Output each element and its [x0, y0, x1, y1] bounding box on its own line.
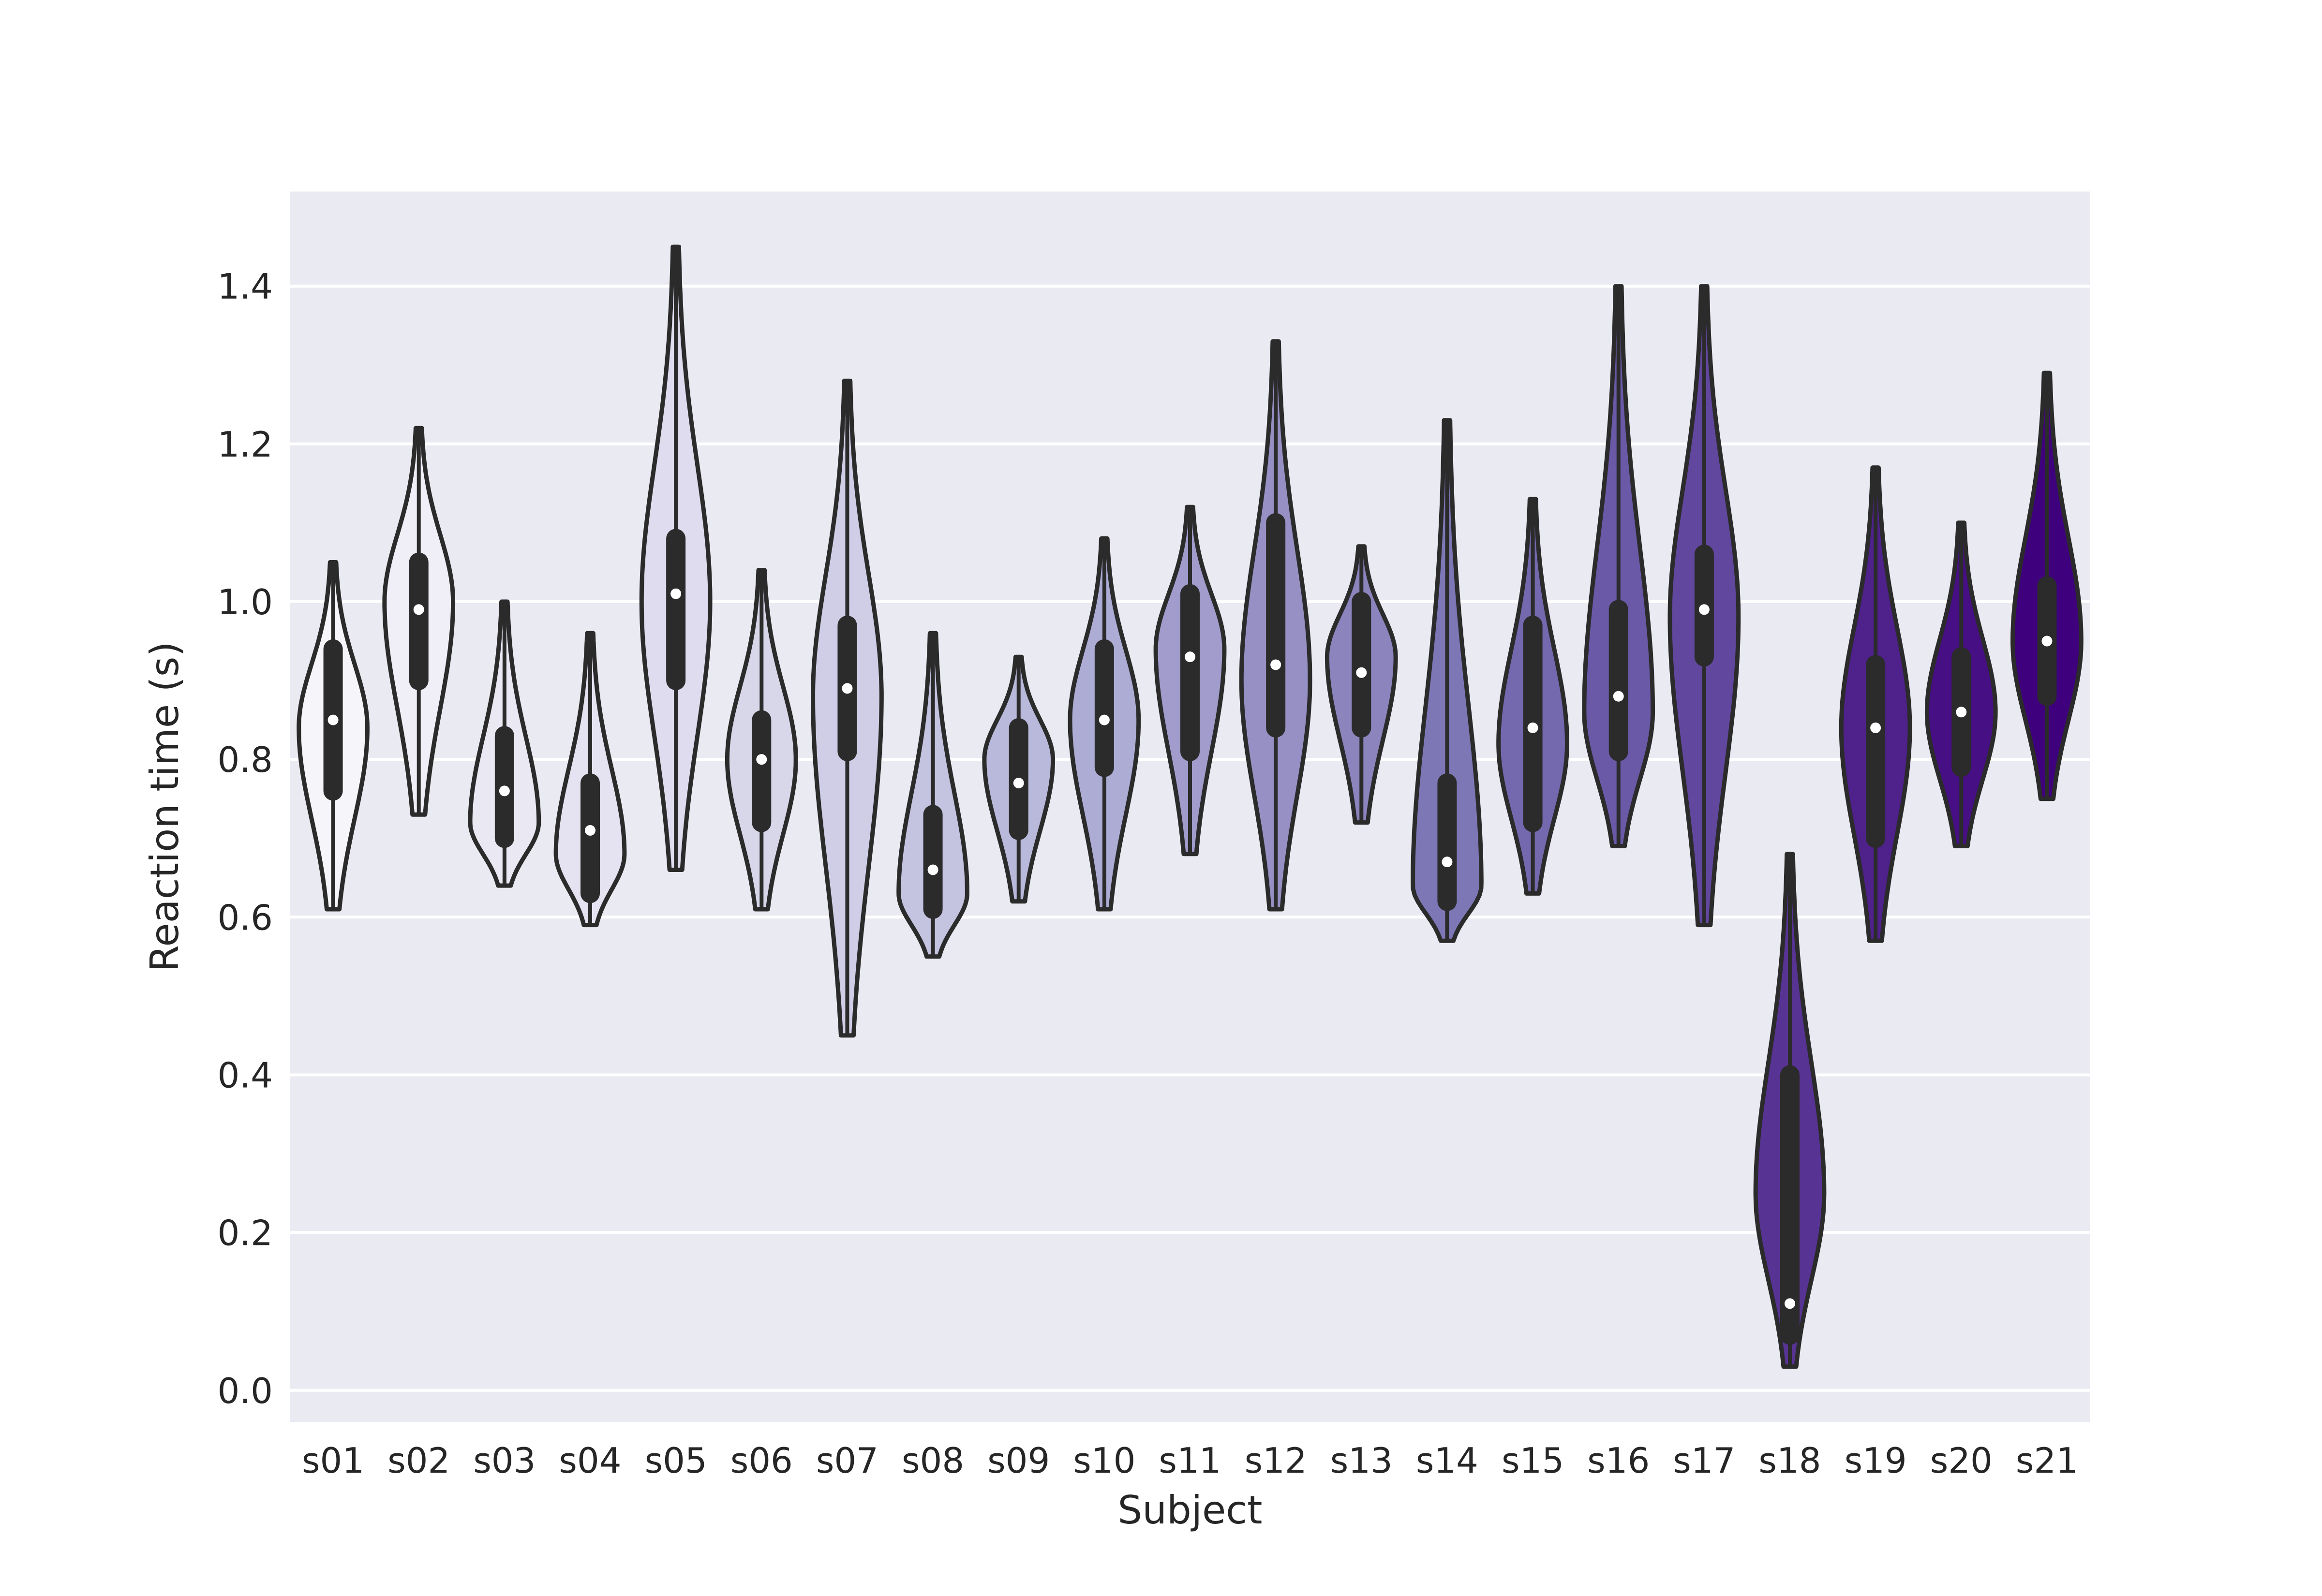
x-tick-label: s14 [1416, 1440, 1478, 1481]
violin-median-dot [1013, 778, 1024, 789]
violin-median-dot [413, 604, 424, 615]
violin-s03 [468, 599, 541, 888]
violin-median-dot [1785, 1298, 1795, 1309]
x-tick-label: s15 [1502, 1440, 1564, 1481]
violin-s09 [982, 654, 1056, 904]
violin-median-dot [670, 588, 682, 599]
violin-median-dot [756, 754, 767, 765]
violin-s10 [1068, 536, 1141, 912]
y-tick-label: 1.2 [217, 424, 273, 465]
x-tick-label: s10 [1073, 1440, 1135, 1481]
x-tick-label: s07 [816, 1440, 878, 1481]
y-tick-label: 0.6 [217, 897, 273, 938]
x-tick-label: s19 [1845, 1440, 1907, 1481]
violin-median-dot [842, 683, 853, 694]
violin-median-dot [1185, 651, 1195, 663]
violin-s02 [382, 426, 456, 817]
violin-s06 [725, 568, 798, 912]
violin-median-dot [499, 785, 510, 797]
y-tick-label: 0.4 [217, 1055, 273, 1095]
x-tick-label: s06 [730, 1440, 793, 1481]
violin-median-dot [1099, 714, 1110, 725]
y-tick-labels: 0.0 0.2 0.4 0.6 0.8 1.0 1.2 1.4 [217, 266, 273, 1411]
x-tick-label: s05 [645, 1440, 707, 1481]
x-tick-label: s18 [1758, 1440, 1821, 1481]
x-tick-label: s02 [387, 1440, 450, 1481]
violin-s18 [1753, 852, 1827, 1369]
violin-s20 [1924, 520, 1998, 848]
violin-s04 [553, 631, 627, 928]
x-tick-label: s04 [559, 1440, 621, 1481]
x-tick-label: s17 [1673, 1440, 1735, 1481]
violin-s17 [1667, 284, 1741, 928]
x-axis-label: Subject [1117, 1488, 1262, 1533]
violin-median-dot [1356, 667, 1367, 678]
y-tick-label: 1.0 [217, 582, 273, 622]
violin-s21 [2010, 370, 2084, 801]
violin-median-dot [1270, 659, 1281, 670]
violin-median-dot [327, 714, 339, 725]
x-tick-label: s03 [473, 1440, 536, 1481]
x-tick-label: s12 [1245, 1440, 1307, 1481]
violin-s14 [1411, 418, 1484, 943]
x-tick-label: s13 [1330, 1440, 1393, 1481]
violin-s01 [297, 560, 370, 912]
violins [297, 244, 2084, 1369]
x-tick-label: s16 [1587, 1440, 1650, 1481]
violin-median-dot [1956, 707, 1967, 718]
violin-median-dot [585, 825, 595, 836]
violin-s08 [896, 631, 969, 959]
violin-median-dot [1442, 857, 1453, 868]
y-tick-label: 1.4 [217, 266, 273, 307]
y-tick-label: 0.8 [217, 739, 273, 780]
violin-median-dot [927, 864, 938, 875]
violin-s16 [1582, 284, 1655, 848]
x-tick-labels: s01 s02 s03 s04 s05 s06 s07 s08 s09 s10 s11 s12 s13 s… [302, 1440, 2078, 1481]
violin-median-dot [2041, 635, 2053, 647]
violin-s13 [1325, 544, 1398, 825]
violin-median-dot [1527, 722, 1538, 733]
violin-s12 [1239, 339, 1312, 912]
y-axis-label: Reaction time (s) [142, 641, 187, 972]
y-tick-label: 0.0 [217, 1371, 273, 1411]
violin-s11 [1153, 504, 1227, 857]
violin-s05 [639, 244, 713, 872]
x-tick-label: s21 [2016, 1440, 2078, 1481]
y-tick-label: 0.2 [217, 1213, 273, 1254]
x-tick-label: s01 [302, 1440, 364, 1481]
x-tick-label: s20 [1930, 1440, 1993, 1481]
x-tick-label: s09 [987, 1440, 1050, 1481]
violin-median-dot [1698, 604, 1710, 615]
x-tick-label: s08 [902, 1440, 964, 1481]
violin-s07 [811, 378, 884, 1038]
violin-s15 [1496, 497, 1569, 896]
violin-median-dot [1613, 691, 1624, 702]
violin-s19 [1839, 465, 1912, 943]
violin-median-dot [1870, 722, 1881, 733]
x-tick-label: s11 [1159, 1440, 1221, 1481]
